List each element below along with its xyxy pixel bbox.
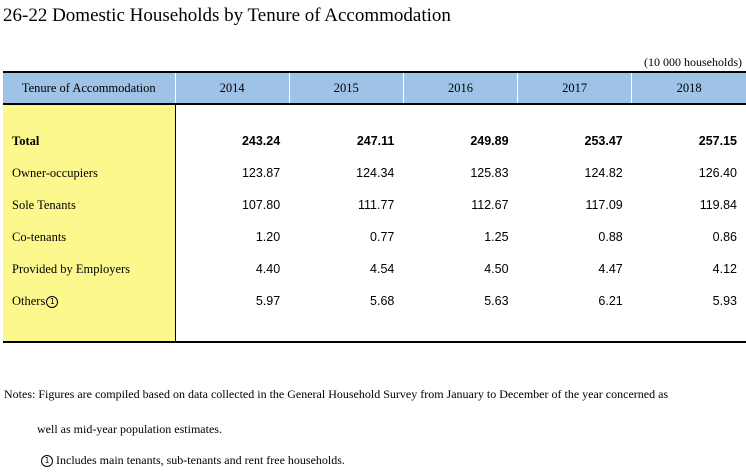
cell-value: 6.21 xyxy=(598,294,623,308)
header-row: Tenure of Accommodation 2014 2015 2016 2… xyxy=(3,71,746,105)
page-title: 26-22 Domestic Households by Tenure of A… xyxy=(3,5,451,26)
row-label: Others 1 xyxy=(3,285,176,317)
table-row: Co-tenants 1.20 0.77 1.25 0.88 0.86 xyxy=(3,221,746,253)
cell-value: 257.15 xyxy=(698,134,737,148)
cell-value: 1.20 xyxy=(255,230,281,244)
households-table: Tenure of Accommodation 2014 2015 2016 2… xyxy=(3,71,746,343)
cell-value: 1.25 xyxy=(484,230,509,244)
notes-section: Notes: Figures are compiled based on dat… xyxy=(4,385,744,467)
cell-value: 4.50 xyxy=(484,262,509,276)
cell-value: 249.89 xyxy=(470,134,509,148)
cell-value: 5.63 xyxy=(484,294,509,308)
table-row: Owner-occupiers 123.87 124.34 125.83 124… xyxy=(3,157,746,189)
cell-value: 125.83 xyxy=(470,166,509,180)
row-label: Co-tenants xyxy=(3,221,176,253)
cell-value: 126.40 xyxy=(698,166,737,180)
table-row: Provided by Employers 4.40 4.54 4.50 4.4… xyxy=(3,253,746,285)
cell-value: 5.93 xyxy=(712,294,737,308)
spacer-row xyxy=(3,104,746,125)
cell-value: 4.40 xyxy=(255,262,281,276)
notes-line: Notes: Figures are compiled based on dat… xyxy=(4,387,669,401)
header-tenure: Tenure of Accommodation xyxy=(3,71,175,105)
row-label: Sole Tenants xyxy=(3,189,176,221)
cell-value: 123.87 xyxy=(241,166,281,180)
cell-value: 124.34 xyxy=(356,166,395,180)
row-label: Owner-occupiers xyxy=(3,157,176,189)
cell-value: 4.12 xyxy=(712,262,737,276)
cell-value: 0.77 xyxy=(370,230,395,244)
notes-line: well as mid-year population estimates. xyxy=(37,422,222,436)
cell-value: 107.80 xyxy=(241,198,281,212)
cell-value: 112.67 xyxy=(471,198,509,212)
table-row: Others 1 5.97 5.68 5.63 6.21 5.93 xyxy=(3,285,746,317)
footnote-marker-icon: 1 xyxy=(46,295,59,308)
cell-value: 5.97 xyxy=(255,294,281,308)
row-label: Provided by Employers xyxy=(3,253,176,285)
footnote-marker-icon: 1 xyxy=(41,455,53,467)
header-year: 2018 xyxy=(631,71,746,105)
cell-value: 117.09 xyxy=(585,198,623,212)
row-label: Total xyxy=(3,125,176,157)
cell-value: 4.47 xyxy=(598,262,623,276)
cell-value: 0.86 xyxy=(712,230,737,244)
table-row-total: Total 243.24 247.11 249.89 253.47 257.15 xyxy=(3,125,746,157)
row-label-text: Others xyxy=(12,293,46,308)
footnote-text: Includes main tenants, sub-tenants and r… xyxy=(56,453,345,467)
cell-value: 111.77 xyxy=(357,198,395,212)
cell-value: 243.24 xyxy=(241,134,281,148)
spacer-row xyxy=(3,317,746,343)
cell-value: 4.54 xyxy=(370,262,395,276)
header-year: 2015 xyxy=(288,71,404,105)
header-year: 2016 xyxy=(402,71,518,105)
cell-value: 247.11 xyxy=(356,134,395,148)
cell-value: 119.84 xyxy=(699,198,737,212)
cell-value: 124.82 xyxy=(584,166,623,180)
cell-value: 0.88 xyxy=(598,230,623,244)
cell-value: 253.47 xyxy=(584,134,623,148)
unit-label: (10 000 households) xyxy=(644,55,742,69)
households-table-wrapper: Tenure of Accommodation 2014 2015 2016 2… xyxy=(3,71,746,346)
header-year: 2017 xyxy=(517,71,632,105)
header-year: 2014 xyxy=(174,71,290,105)
footnote-line: 1 Includes main tenants, sub-tenants and… xyxy=(40,451,345,469)
table-row: Sole Tenants 107.80 111.77 112.67 117.09… xyxy=(3,189,746,221)
cell-value: 5.68 xyxy=(370,294,395,308)
